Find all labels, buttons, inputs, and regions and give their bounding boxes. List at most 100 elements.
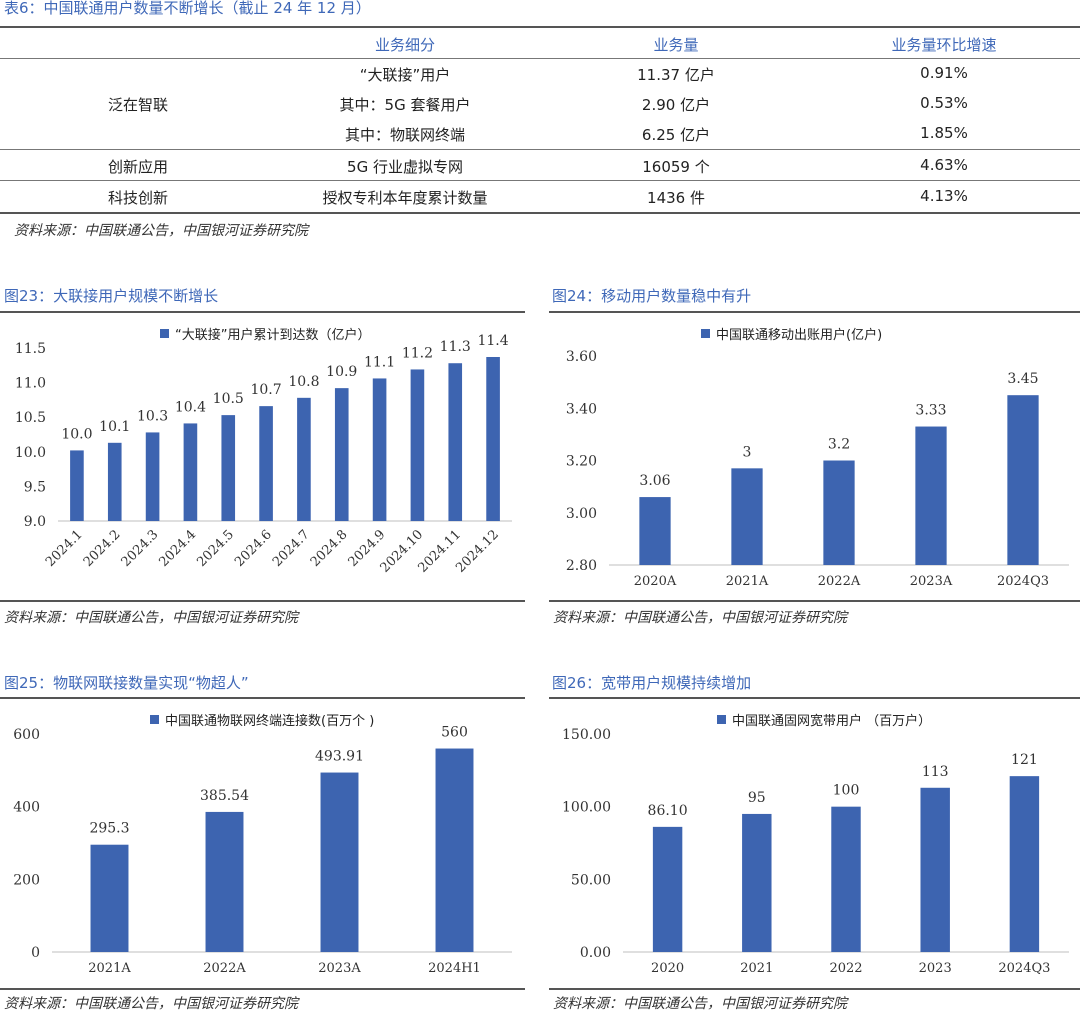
data-label: 10.9 [326,364,357,380]
y-tick-label: 0.00 [580,945,611,961]
data-label: 10.7 [250,382,281,398]
data-label: 3.45 [1007,371,1038,387]
legend-swatch [717,715,726,724]
fig26-chart: 0.00 50.00 100.00 150.00 86.10 2020 95 2021 100 2… [549,700,1080,988]
x-tick-label: 2024.3 [119,527,162,570]
bar [334,388,349,521]
legend-swatch [160,329,169,338]
y-tick-label: 11.0 [15,376,46,392]
bar [221,415,236,521]
y-tick-label: 0 [31,945,40,961]
bar [448,363,463,521]
y-tick-label: 3.20 [566,454,597,470]
data-label: 3.33 [915,403,946,419]
bar [1007,395,1039,565]
x-tick-label: 2024Q3 [997,574,1049,589]
legend-swatch [701,329,710,338]
legend-label: 中国联通物联网终端连接数(百万个 ) [165,714,375,729]
table-top-rule [0,26,1080,28]
fig25-svg: 0 200 400 600 295.3 2021A 385.54 2022A 493.91 202… [13,725,512,976]
table-header-volume: 业务量 [653,36,699,54]
bar [205,811,244,952]
table-header-item: 业务细分 [374,36,436,54]
x-tick-label: 2024.8 [308,527,351,570]
data-label: 3.2 [828,437,850,453]
y-tick-label: 3.40 [566,401,597,417]
bar [410,369,425,521]
fig24-source: 资料来源：中国联通公告，中国银河证券研究院 [553,610,847,626]
bar [1009,776,1040,952]
bar [831,806,861,952]
table-cell-growth: 0.91% [920,64,968,82]
table-cell-growth: 4.13% [920,187,968,205]
table-group-name: 泛在智联 [107,96,169,114]
bar [486,356,500,521]
legend-label: “大联接”用户累计到达数（亿户） [175,328,371,343]
bar [70,450,84,521]
x-tick-label: 2022A [818,574,861,589]
data-label: 121 [1011,752,1038,768]
fig24-bottom-rule [549,600,1080,602]
table-cell-volume: 16059 个 [642,158,710,176]
x-tick-label: 2024.5 [194,527,237,570]
data-label: 86.10 [648,803,688,819]
y-tick-label: 600 [13,727,40,743]
x-tick-label: 2023 [919,961,952,976]
fig23-legend: “大联接”用户累计到达数（亿户） [160,324,370,343]
table-header-growth: 业务量环比增速 [891,36,997,54]
data-label: 10.3 [137,408,168,424]
table-group-rule [0,149,1080,150]
bar [915,426,947,565]
y-tick-label: 2.80 [566,558,597,574]
fig25-caption: 图25：物联网联接数量实现“物超人” [4,674,249,692]
x-tick-label: 2021A [726,574,769,589]
data-label: 560 [441,725,468,741]
table-cell-item: 其中：5G 套餐用户 [339,96,471,114]
data-label: 10.5 [213,391,244,407]
bar [731,468,763,565]
table-cell-growth: 4.63% [920,156,968,174]
fig26-legend: 中国联通固网宽带用户 （百万户） [717,710,931,729]
y-tick-label: 3.00 [566,506,597,522]
y-tick-label: 400 [13,800,40,816]
data-label: 295.3 [89,821,129,837]
x-tick-label: 2021 [740,961,773,976]
fig24-chart: 2.80 3.00 3.20 3.40 3.60 3.06 2020A 3 2021A 3.2 20… [549,314,1080,600]
bar [372,378,387,521]
data-label: 100 [833,783,860,799]
fig25-chart: 0 200 400 600 295.3 2021A 385.54 2022A 493.91 202… [0,700,525,988]
fig26-rule [549,697,1080,699]
fig25-rule [0,697,525,699]
table-header-rule [0,58,1080,59]
fig23-chart: 9.0 9.5 10.0 10.5 11.0 11.5 10.0 2024.1 10.1 2024… [0,314,525,600]
table-cell-item: “大联接”用户 [359,66,451,84]
legend-swatch [150,715,159,724]
x-tick-label: 2023A [318,961,361,976]
x-tick-label: 2024.2 [81,527,124,570]
table-cell-volume: 1436 件 [647,189,705,207]
data-label: 11.4 [477,333,508,349]
x-tick-label: 2023A [910,574,953,589]
fig23-svg: 9.0 9.5 10.0 10.5 11.0 11.5 10.0 2024.1 10.1 2024… [15,333,512,576]
fig23-rule [0,311,525,313]
fig23-bottom-rule [0,600,525,602]
bar [145,432,160,521]
bar [183,423,198,521]
x-tick-label: 2024.6 [232,527,275,570]
table-bottom-rule [0,212,1080,214]
y-tick-label: 50.00 [571,872,611,888]
data-label: 3 [743,444,752,460]
x-tick-label: 2024H1 [428,961,481,976]
x-tick-label: 2024.1 [43,527,86,570]
table-cell-item: 其中：物联网终端 [344,126,466,144]
data-label: 10.0 [61,426,92,442]
table-group-name: 创新应用 [107,158,169,176]
fig25-legend: 中国联通物联网终端连接数(百万个 ) [150,710,374,729]
bar [639,497,671,565]
table-cell-growth: 0.53% [920,94,968,112]
y-tick-label: 150.00 [562,727,611,743]
y-tick-label: 3.60 [566,349,597,365]
fig24-legend: 中国联通移动出账用户(亿户) [701,324,882,343]
table-source: 资料来源：中国联通公告，中国银河证券研究院 [14,223,308,239]
fig23-caption: 图23：大联接用户规模不断增长 [4,287,219,305]
